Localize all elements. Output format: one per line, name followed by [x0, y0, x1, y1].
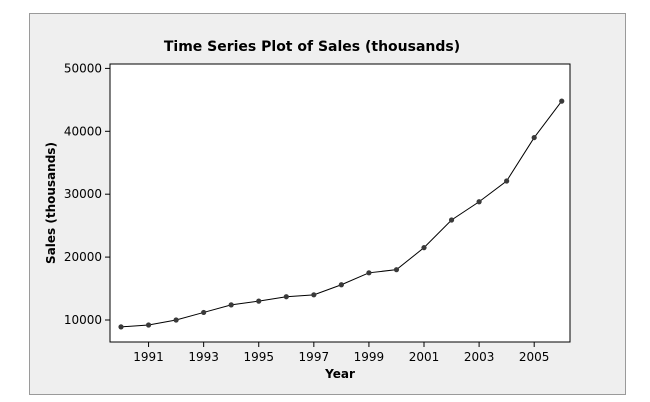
data-point — [145, 322, 152, 328]
data-point — [531, 134, 537, 141]
y-tick-label: 20000 — [64, 250, 102, 264]
plot-area — [109, 63, 571, 343]
data-point — [366, 270, 372, 276]
data-point — [118, 324, 124, 330]
x-tick-label: 1999 — [354, 350, 385, 364]
data-point — [476, 199, 482, 205]
x-tick-label: 2001 — [409, 350, 440, 364]
x-tick-label: 2005 — [519, 350, 550, 364]
y-axis: 10000 20000 30000 40000 50000 — [64, 61, 110, 327]
x-axis: 1991 1993 1995 1997 1999 2001 2003 2005 — [133, 342, 549, 364]
x-tick-label: 1993 — [188, 350, 219, 364]
chart-title: Time Series Plot of Sales (thousands) — [164, 39, 460, 55]
data-point — [421, 245, 427, 251]
y-tick-label: 10000 — [64, 313, 102, 327]
data-point — [393, 267, 400, 273]
y-tick-label: 30000 — [64, 187, 102, 201]
y-axis-label: Sales (thousands) — [44, 142, 58, 264]
x-axis-label: Year — [324, 367, 355, 381]
y-tick-label: 50000 — [64, 61, 102, 75]
data-point — [338, 282, 344, 288]
data-point — [256, 298, 262, 304]
data-point — [228, 302, 234, 308]
x-tick-label: 1997 — [299, 350, 330, 364]
data-point — [448, 217, 455, 223]
data-point — [504, 178, 510, 184]
x-tick-label: 2003 — [464, 350, 495, 364]
data-point — [283, 294, 289, 300]
data-point — [559, 98, 565, 104]
data-point — [201, 309, 207, 316]
x-tick-label: 1991 — [133, 350, 164, 364]
data-point — [173, 317, 179, 323]
x-tick-label: 1995 — [243, 350, 274, 364]
y-tick-label: 40000 — [64, 124, 102, 138]
series-layer — [118, 98, 565, 330]
data-point — [311, 292, 317, 298]
